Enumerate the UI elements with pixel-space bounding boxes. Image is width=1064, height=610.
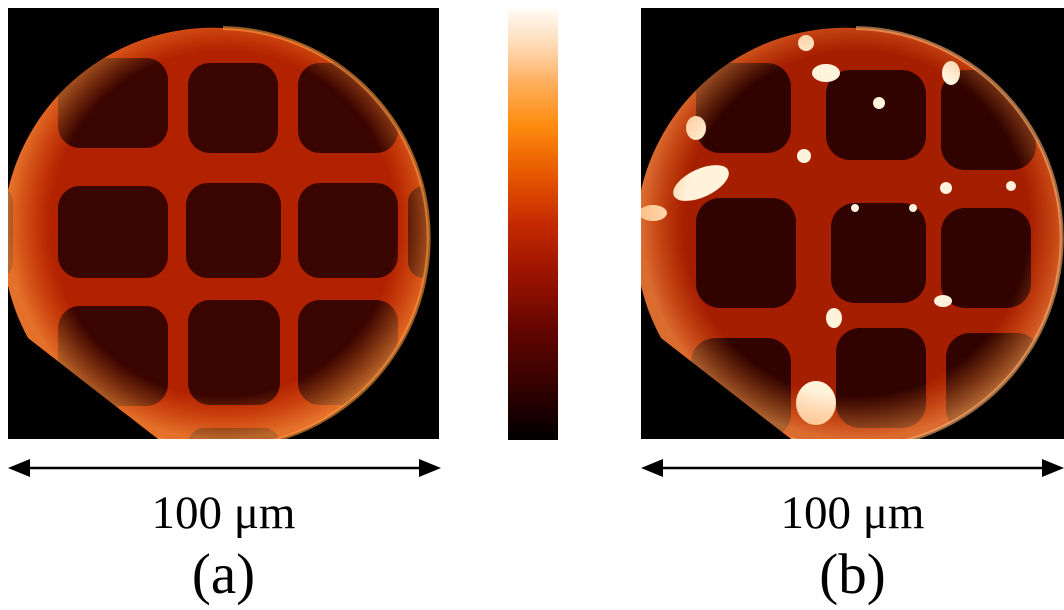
scale-arrow-b: [641, 455, 1064, 481]
grid-image-b: [641, 26, 1064, 439]
scale-label-b: 100 μm: [780, 487, 925, 539]
colorbar: [508, 8, 558, 440]
image-panel-a: [8, 8, 439, 439]
grid-image-a: [8, 26, 431, 439]
scale-label-a: 100 μm: [151, 487, 296, 539]
panel-label-a: (a): [191, 543, 256, 606]
image-panel-b: [641, 8, 1064, 439]
panel-label-b: (b): [819, 543, 886, 606]
scale-arrow-a: [8, 455, 441, 481]
